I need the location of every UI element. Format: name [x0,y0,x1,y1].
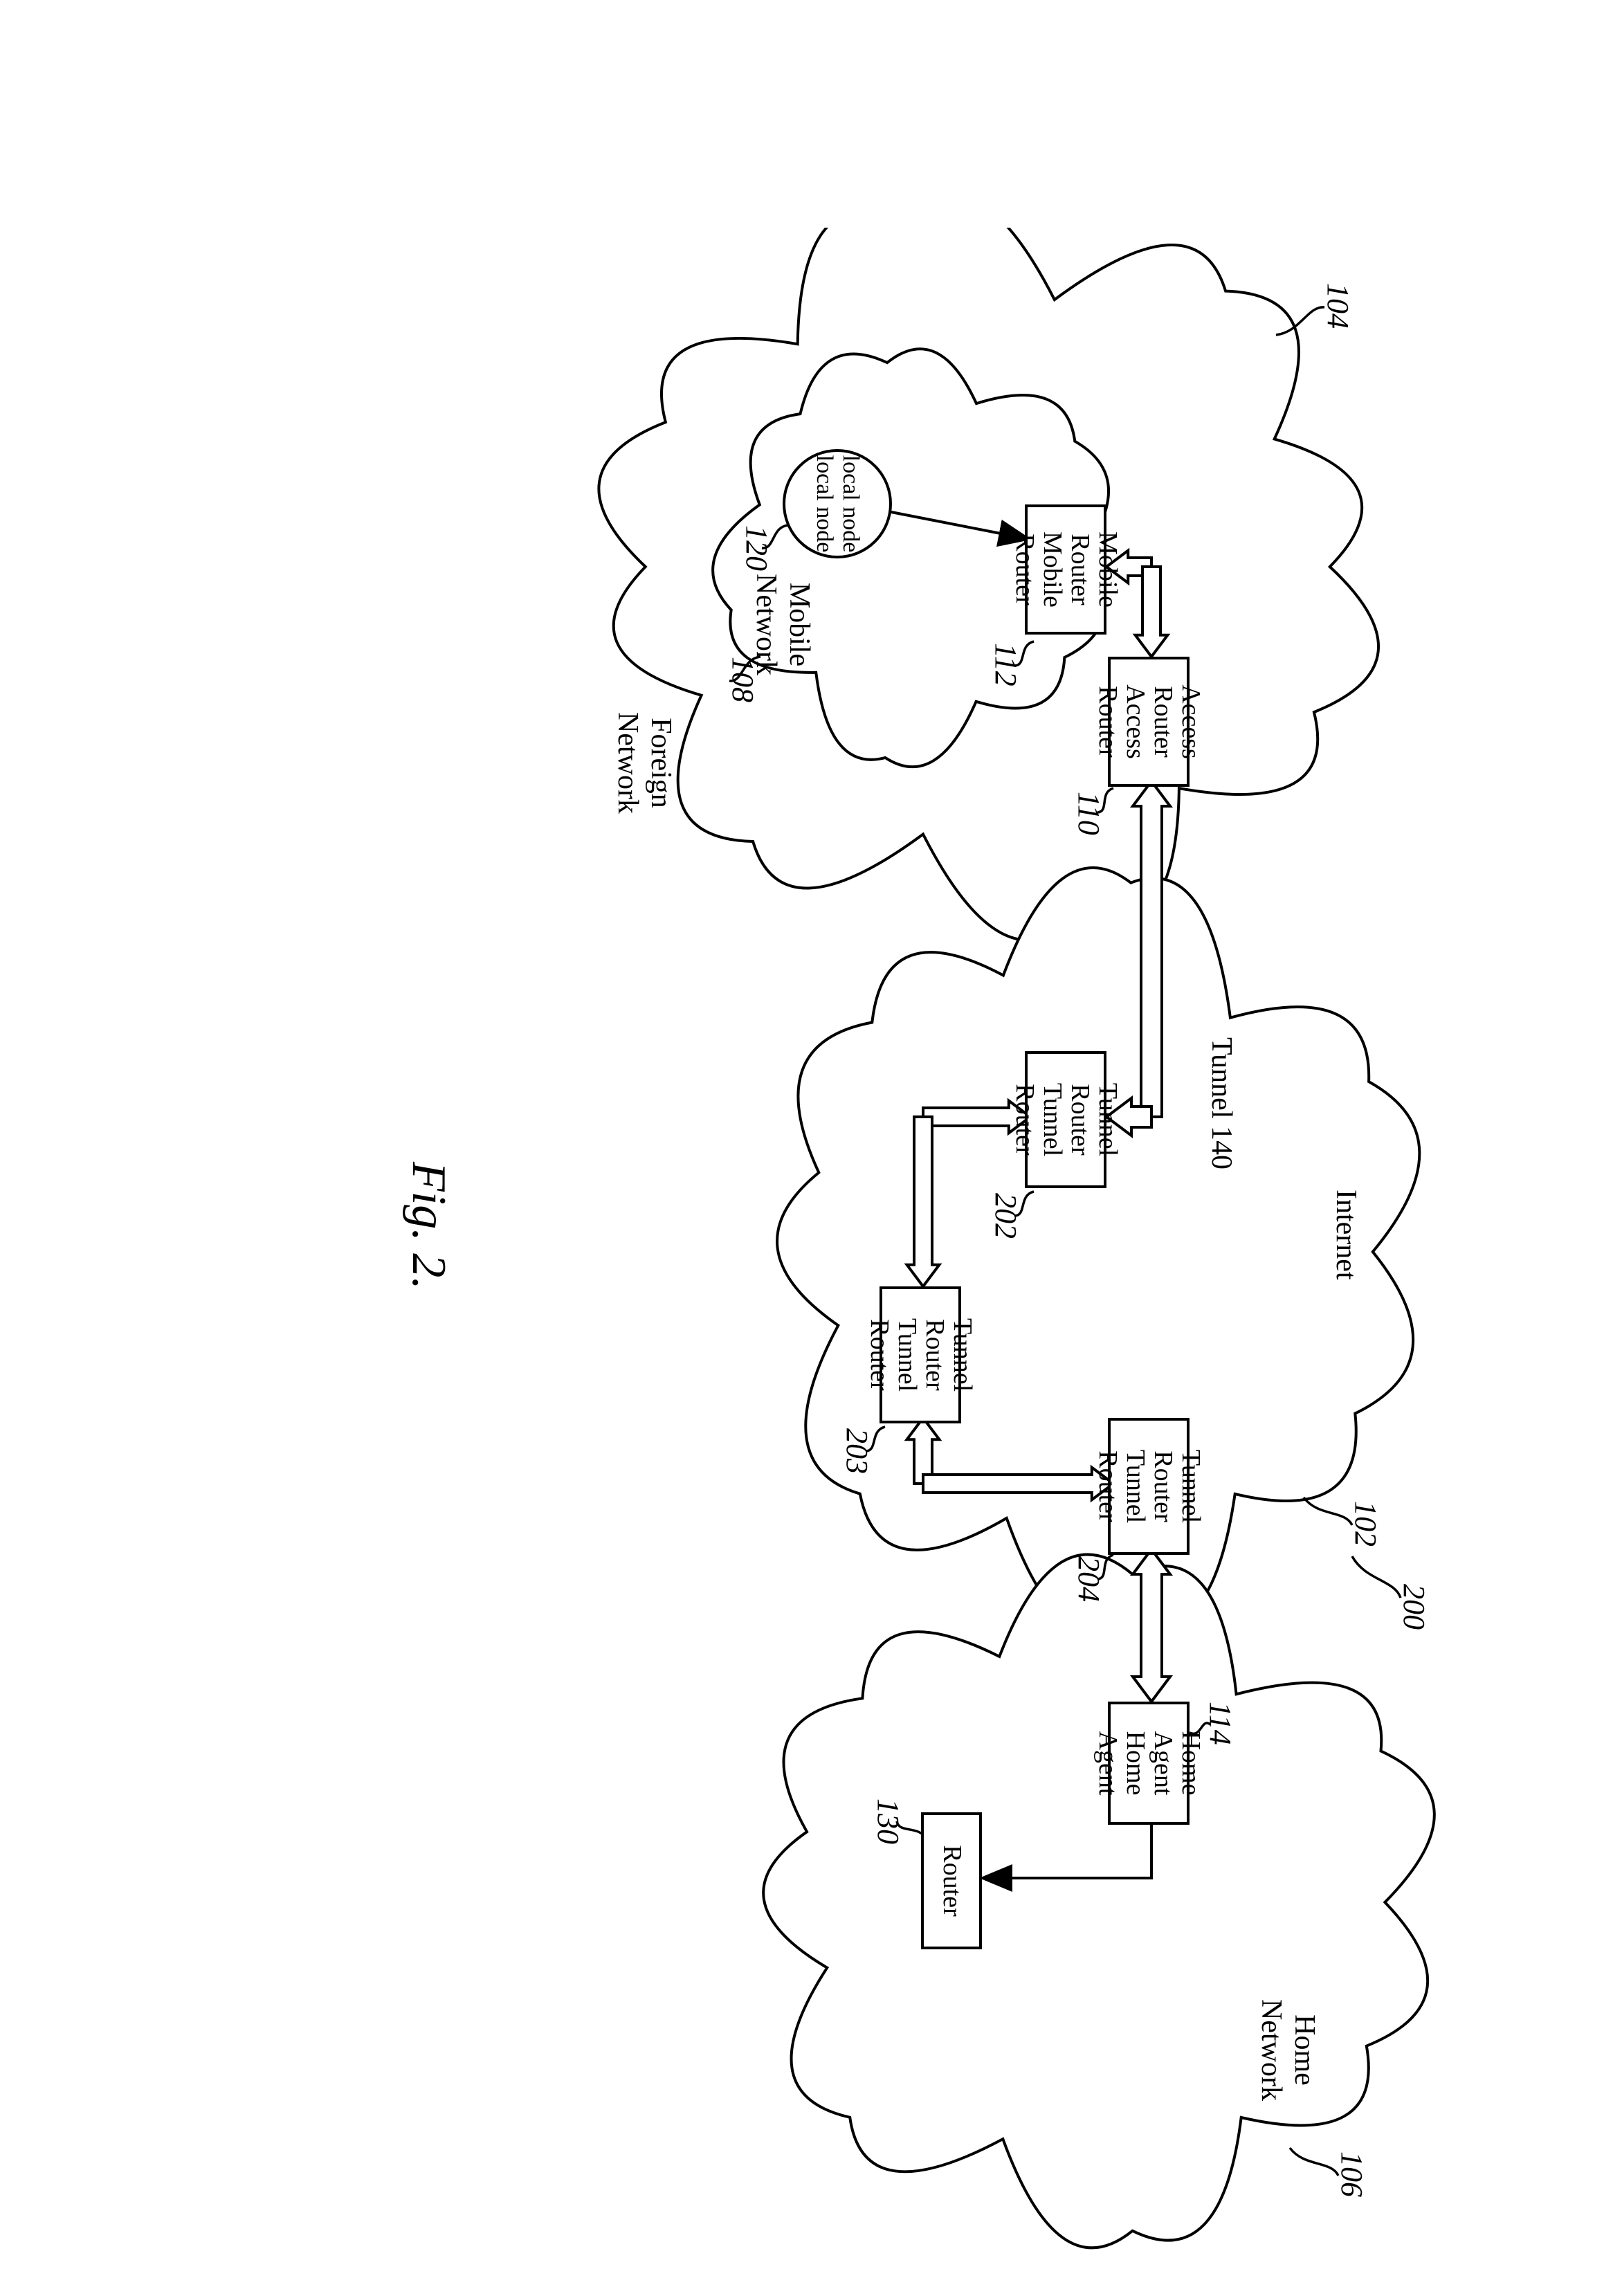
ref-108: 108 [725,657,760,702]
ref-114: 114 [1203,1702,1238,1745]
tunnel-203-label: Tunnel Router [920,1289,976,1421]
internet-cloud-label: Internet [1329,1190,1363,1280]
home-agent-box: Home AgentHome Agent [1108,1702,1190,1825]
ref-102: 102 [1348,1501,1383,1547]
tunnel-203-label: Tunnel Router [865,1289,920,1421]
diagram-stage: Mobile RouterMobile RouterAccess RouterA… [0,228,1613,1841]
tunnel-204-label: Tunnel Router [1093,1421,1149,1552]
mobile-router-label: Mobile Router [1066,507,1121,632]
access-router-box: Access RouterAccess Router [1108,657,1190,787]
overlay-layer: Mobile RouterMobile RouterAccess RouterA… [227,228,1613,2296]
local-node-label: local node [811,455,837,553]
ref-110: 110 [1071,792,1106,835]
tunnel-202-label: Tunnel Router [1010,1054,1066,1185]
ref-204: 204 [1071,1556,1106,1602]
mobile-router-label: Mobile Router [1010,507,1066,632]
home-agent-label: Home Agent [1149,1704,1204,1822]
local-node-label: local node [837,455,864,553]
tunnel-203-box: Tunnel RouterTunnel Router [880,1286,961,1423]
tunnel-label: Tunnel 140 [1205,1037,1238,1169]
ref-106: 106 [1334,2151,1369,2197]
ref-104: 104 [1320,283,1356,329]
home-agent-label: Home Agent [1093,1704,1149,1822]
tunnel-204-label: Tunnel Router [1149,1421,1204,1552]
ref-202: 202 [988,1193,1023,1239]
ref-112: 112 [988,643,1023,686]
local-node-circle: local nodelocal node [783,449,892,558]
tunnel-204-box: Tunnel RouterTunnel Router [1108,1418,1190,1555]
ref-203: 203 [839,1428,875,1474]
router-label: Router [938,1845,965,1916]
ref-120: 120 [739,525,774,571]
mobile-router-box: Mobile RouterMobile Router [1025,504,1106,635]
tunnel-202-box: Tunnel RouterTunnel Router [1025,1051,1106,1188]
ref-200: 200 [1396,1584,1432,1630]
access-router-label: Access Router [1149,659,1204,784]
router-box: Router [921,1812,982,1949]
foreign-cloud-label: ForeignNetwork [611,712,677,814]
tunnel-202-label: Tunnel Router [1066,1054,1121,1185]
home-cloud-label: HomeNetwork [1255,1999,1321,2101]
ref-130: 130 [871,1798,906,1844]
access-router-label: Access Router [1093,659,1149,784]
figure-caption: Fig. 2. [401,1162,456,1290]
